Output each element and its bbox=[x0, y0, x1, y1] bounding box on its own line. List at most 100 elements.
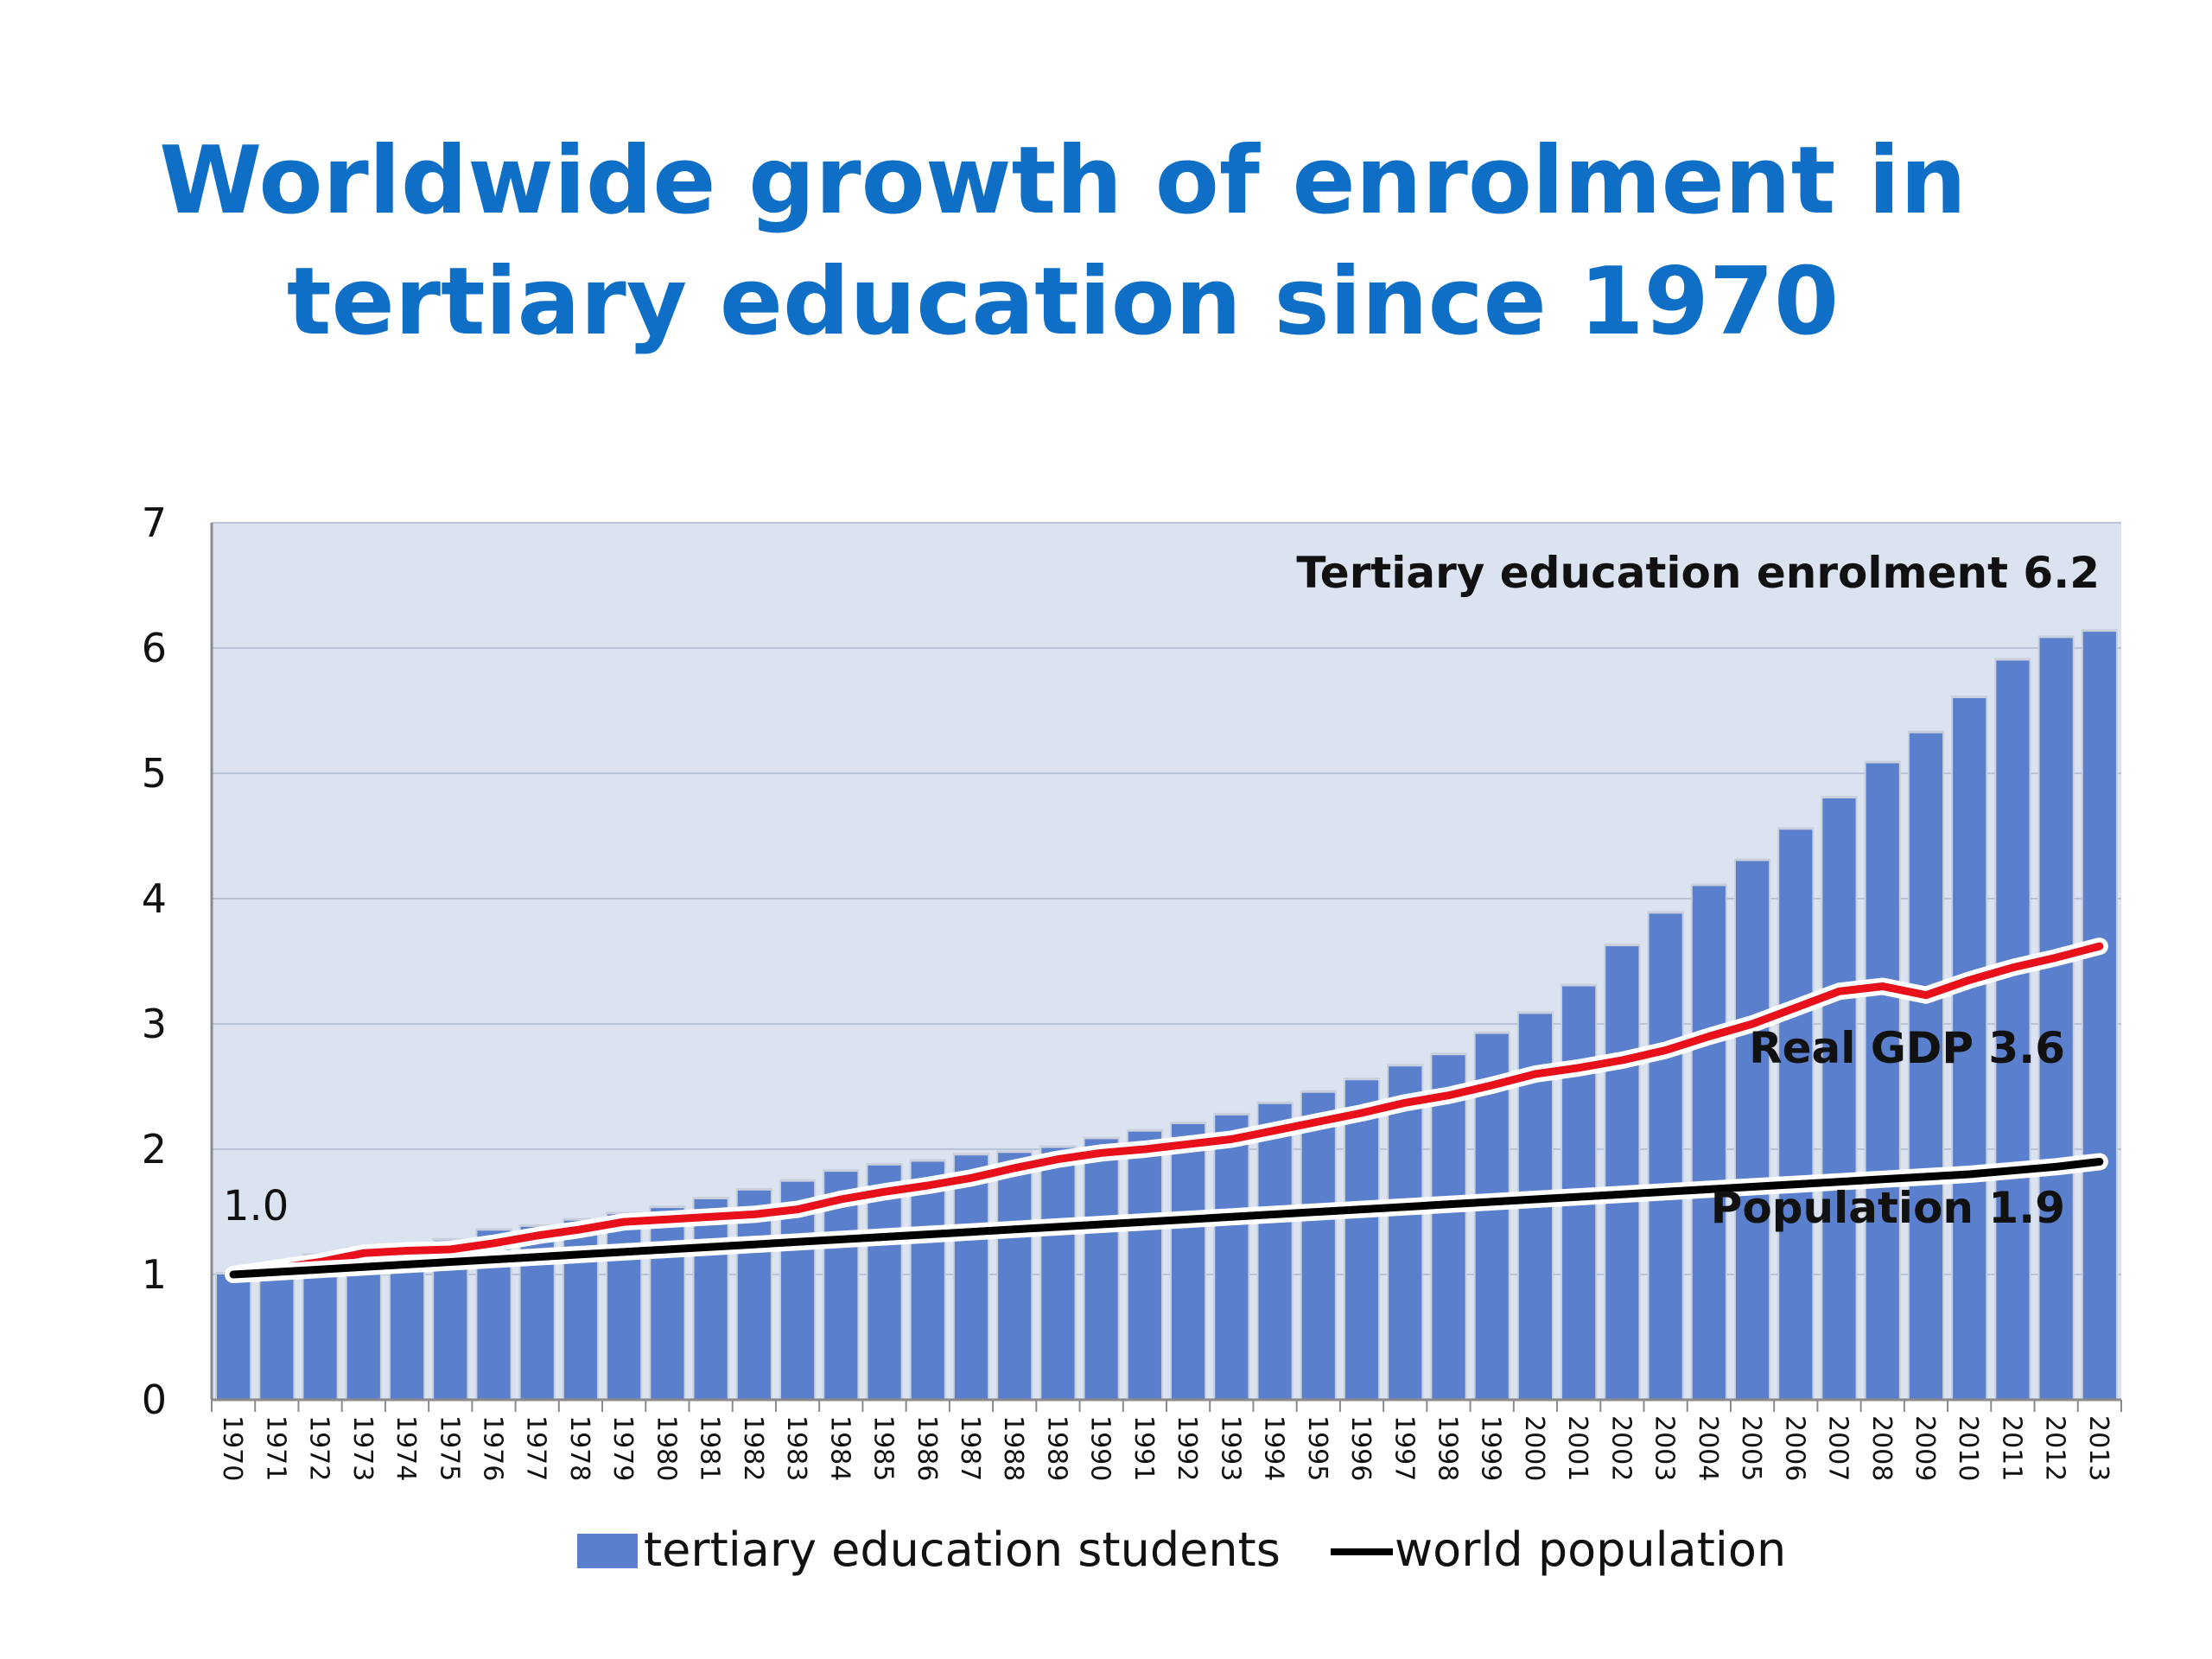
title-line-1: Worldwide growth of enrolment in bbox=[159, 127, 1967, 235]
title-line-2: tertiary education since 1970 bbox=[286, 248, 1840, 356]
annotation-gdp: Real GDP 3.6 bbox=[1749, 1023, 2065, 1073]
bar bbox=[1953, 698, 1986, 1400]
x-tick-label: 2007 bbox=[1823, 1415, 1853, 1481]
x-tick-label: 1988 bbox=[998, 1415, 1028, 1481]
x-tick-label: 1982 bbox=[738, 1415, 768, 1481]
bar bbox=[1432, 1055, 1465, 1400]
bar bbox=[1996, 660, 2030, 1400]
x-axis-ticks: 1970 1971 1972 1973 1974 1975 1976 1977 1978 1979… bbox=[211, 1400, 2122, 1481]
x-tick-label: 2004 bbox=[1693, 1415, 1723, 1481]
bar-series bbox=[215, 629, 2118, 1400]
line-series bbox=[225, 938, 2108, 1283]
y-tick-label: 0 bbox=[142, 1376, 167, 1423]
x-tick-label: 1993 bbox=[1215, 1415, 1245, 1481]
legend-bar-swatch bbox=[577, 1534, 638, 1568]
legend: tertiary education students world popula… bbox=[577, 1522, 1786, 1577]
y-tick-label: 6 bbox=[142, 625, 167, 671]
x-tick-label: 1994 bbox=[1259, 1415, 1289, 1481]
x-tick-label: 2001 bbox=[1562, 1415, 1592, 1481]
bar bbox=[1128, 1131, 1161, 1400]
bar bbox=[1822, 798, 1856, 1400]
bar bbox=[1215, 1115, 1249, 1400]
page-title: Worldwide growth of enrolment in tertiar… bbox=[0, 121, 2126, 363]
x-tick-label: 2000 bbox=[1519, 1415, 1549, 1481]
bar bbox=[998, 1153, 1032, 1400]
x-tick-label: 1981 bbox=[695, 1415, 725, 1481]
y-tick-label: 7 bbox=[142, 499, 167, 546]
bar bbox=[694, 1199, 728, 1400]
bar bbox=[954, 1155, 988, 1400]
bar bbox=[303, 1255, 337, 1400]
bar bbox=[868, 1165, 901, 1400]
x-tick-label: 1975 bbox=[434, 1415, 464, 1481]
x-tick-label: 2002 bbox=[1605, 1415, 1636, 1481]
x-tick-label: 1978 bbox=[564, 1415, 594, 1481]
x-tick-label: 1995 bbox=[1302, 1415, 1332, 1481]
annotation-population: Population 1.9 bbox=[1711, 1183, 2065, 1233]
x-tick-label: 2008 bbox=[1866, 1415, 1897, 1481]
x-tick-label: 1997 bbox=[1389, 1415, 1419, 1481]
bar bbox=[651, 1208, 684, 1400]
y-axis-ticks: 0 1 2 3 4 5 6 7 bbox=[142, 499, 167, 1423]
bar bbox=[1301, 1092, 1335, 1400]
x-tick-label: 2005 bbox=[1736, 1415, 1766, 1481]
bar bbox=[2039, 638, 2073, 1400]
x-tick-label: 1974 bbox=[391, 1415, 421, 1481]
annotation-enrolment: Tertiary education enrolment 6.2 bbox=[1296, 548, 2100, 598]
x-tick-label: 2006 bbox=[1779, 1415, 1809, 1481]
x-tick-label: 1977 bbox=[521, 1415, 551, 1481]
x-tick-label: 1985 bbox=[868, 1415, 899, 1481]
x-tick-label: 1976 bbox=[477, 1415, 507, 1481]
x-tick-label: 1987 bbox=[955, 1415, 985, 1481]
bar bbox=[1344, 1080, 1379, 1400]
bar bbox=[1649, 913, 1682, 1400]
x-tick-label: 1983 bbox=[781, 1415, 811, 1481]
bar bbox=[1779, 830, 1813, 1400]
x-tick-label: 1998 bbox=[1432, 1415, 1462, 1481]
x-tick-label: 1984 bbox=[824, 1415, 855, 1481]
gdp-line bbox=[229, 942, 2104, 1279]
x-tick-label: 1991 bbox=[1128, 1415, 1159, 1481]
bar bbox=[1866, 763, 1899, 1400]
x-tick-label: 1989 bbox=[1041, 1415, 1071, 1481]
y-tick-label: 3 bbox=[142, 1001, 167, 1047]
x-tick-label: 2003 bbox=[1649, 1415, 1680, 1481]
x-tick-label: 1986 bbox=[912, 1415, 942, 1481]
legend-label-population: world population bbox=[1395, 1522, 1786, 1577]
x-tick-label: 1990 bbox=[1085, 1415, 1116, 1481]
population-line bbox=[229, 1158, 2104, 1279]
bar bbox=[1735, 861, 1770, 1400]
bar bbox=[1605, 946, 1639, 1400]
x-tick-label: 1979 bbox=[607, 1415, 638, 1481]
y-tick-label: 2 bbox=[142, 1126, 167, 1173]
x-tick-label: 1973 bbox=[347, 1415, 378, 1481]
x-tick-label: 2012 bbox=[2040, 1415, 2070, 1481]
x-tick-label: 1970 bbox=[217, 1415, 247, 1481]
x-tick-label: 1992 bbox=[1172, 1415, 1202, 1481]
annotation-start: 1.0 bbox=[223, 1182, 289, 1230]
bar bbox=[737, 1190, 771, 1400]
x-tick-label: 1980 bbox=[651, 1415, 681, 1481]
x-tick-label: 2011 bbox=[1996, 1415, 2026, 1481]
bar bbox=[1084, 1139, 1118, 1400]
y-tick-label: 4 bbox=[142, 875, 167, 922]
x-tick-label: 1971 bbox=[260, 1415, 290, 1481]
bar bbox=[1258, 1103, 1292, 1400]
bar bbox=[1389, 1066, 1422, 1400]
bar bbox=[217, 1274, 251, 1400]
x-tick-label: 2013 bbox=[2083, 1415, 2113, 1481]
y-tick-label: 1 bbox=[142, 1251, 167, 1298]
bar bbox=[1172, 1124, 1205, 1400]
bar bbox=[2082, 632, 2116, 1400]
bar bbox=[1692, 886, 1726, 1400]
legend-label-students: tertiary education students bbox=[644, 1522, 1281, 1577]
bar bbox=[911, 1161, 944, 1400]
y-tick-label: 5 bbox=[142, 750, 167, 797]
x-tick-label: 1972 bbox=[304, 1415, 334, 1481]
x-tick-label: 1996 bbox=[1345, 1415, 1376, 1481]
x-tick-label: 2010 bbox=[1953, 1415, 1983, 1481]
bar bbox=[607, 1214, 641, 1400]
x-tick-label: 1999 bbox=[1476, 1415, 1506, 1481]
